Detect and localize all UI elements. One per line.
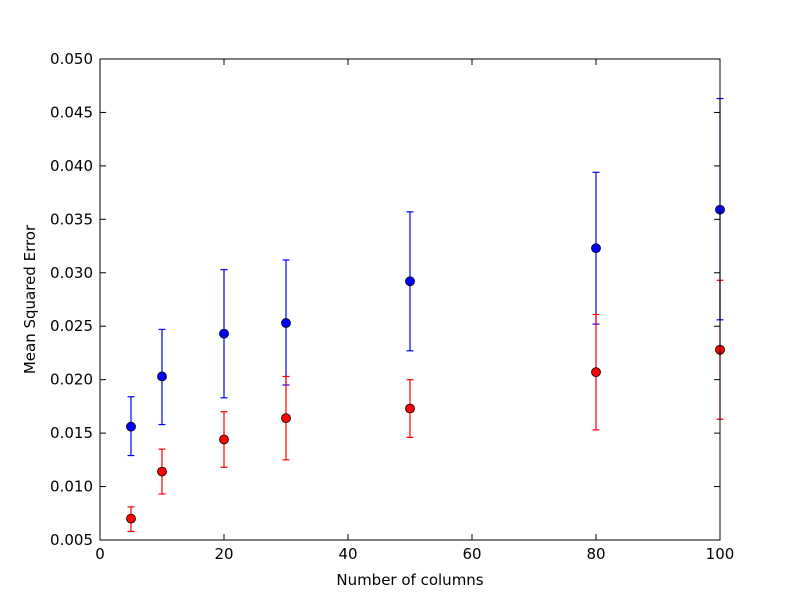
y-tick-label: 0.040 <box>50 157 93 175</box>
data-point <box>405 403 415 414</box>
data-point <box>405 276 415 287</box>
x-tick-label: 0 <box>95 545 105 563</box>
data-point <box>219 434 229 445</box>
y-tick-label: 0.025 <box>50 317 93 335</box>
data-point <box>281 413 291 424</box>
y-tick-label: 0.035 <box>50 210 93 228</box>
axis-ticks: 0 20 40 60 80 100 0.005 0.010 0.015 0.020 0.025 0.0… <box>50 50 734 563</box>
x-tick-label: 60 <box>462 545 481 563</box>
y-tick-label: 0.020 <box>50 371 93 389</box>
y-tick-label: 0.030 <box>50 264 93 282</box>
y-tick-label: 0.010 <box>50 478 93 496</box>
data-point <box>157 466 167 477</box>
data-point <box>591 243 601 254</box>
data-point <box>126 421 136 432</box>
y-axis-label: Mean Squared Error <box>21 224 39 374</box>
x-tick-label: 100 <box>706 545 735 563</box>
x-tick-label: 40 <box>338 545 357 563</box>
y-tick-label: 0.050 <box>50 50 93 68</box>
x-tick-label: 20 <box>214 545 233 563</box>
data-point <box>591 367 601 378</box>
data-point <box>281 318 291 328</box>
data-point <box>126 513 136 524</box>
y-tick-label: 0.005 <box>50 531 93 549</box>
x-axis-label: Number of columns <box>336 571 483 589</box>
y-tick-label: 0.015 <box>50 424 93 442</box>
data-point <box>157 371 167 382</box>
y-tick-label: 0.045 <box>50 103 93 121</box>
x-tick-label: 80 <box>586 545 605 563</box>
plot-frame <box>99 58 721 541</box>
data-point <box>219 328 229 339</box>
